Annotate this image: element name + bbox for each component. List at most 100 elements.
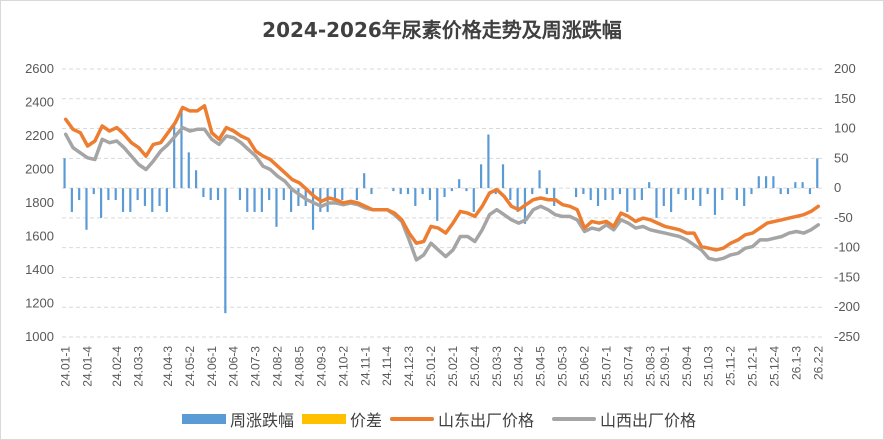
bar-weekly-change — [165, 188, 168, 212]
x-axis-tick-label: 26.2-2 — [811, 346, 825, 380]
left-axis-tick-label: 1400 — [25, 262, 54, 277]
left-axis-tick-label: 2000 — [25, 162, 54, 177]
right-axis-tick-label: 50 — [834, 150, 848, 165]
right-axis-tick-label: -150 — [834, 269, 860, 284]
x-axis-tick-label: 24.07-3 — [249, 346, 263, 387]
bar-weekly-change — [143, 188, 147, 206]
bar-weekly-change — [808, 188, 812, 195]
x-axis-tick-label: 24.11-4 — [380, 346, 394, 386]
bar-weekly-change — [699, 188, 702, 206]
bar-weekly-change — [136, 188, 139, 201]
bar-weekly-change — [246, 188, 249, 212]
bar-weekly-change — [480, 164, 483, 189]
x-axis-tick-label: 24.03-3 — [132, 346, 146, 387]
line-shanxi-price — [63, 125, 821, 262]
left-axis-tick-label: 2600 — [25, 61, 54, 76]
x-axis-tick-label: 24.01-1 — [59, 346, 73, 387]
x-axis-tick-label: 25.04-2 — [512, 346, 526, 387]
bar-weekly-change — [436, 188, 439, 221]
legend: 周涨跌幅 价差 山东出厂价格 山西出厂价格 — [0, 408, 884, 430]
right-axis-tick-label: 200 — [834, 61, 856, 76]
bar-weekly-change — [509, 188, 512, 201]
bar-weekly-change — [662, 188, 665, 206]
x-axis-tick-label: 25.09-1 — [658, 346, 672, 387]
x-axis-tick-label: 24.06-1 — [205, 346, 219, 387]
bar-weekly-change — [187, 152, 190, 189]
x-axis-tick-label: 25.02-4 — [468, 346, 482, 387]
bar-weekly-change — [173, 122, 176, 189]
bar-weekly-change — [655, 188, 658, 218]
bar-weekly-change — [268, 188, 271, 201]
legend-swatch-weekly-change — [182, 414, 226, 424]
bar-weekly-change — [721, 188, 724, 201]
bar-weekly-change — [114, 188, 117, 201]
bar-weekly-change — [216, 188, 220, 201]
x-axis-ticks: 24.01-1 24.01-4 24.02-4 24.03-3 24.04-3 24.05… — [59, 346, 826, 387]
bar-weekly-change — [765, 176, 768, 189]
bar-weekly-change — [275, 188, 278, 227]
legend-swatch-shanxi — [552, 417, 596, 421]
x-axis-tick-label: 25.02-1 — [446, 346, 460, 387]
bar-weekly-change — [370, 188, 373, 195]
right-axis-tick-label: -250 — [834, 329, 860, 344]
legend-label-shandong: 山东出厂价格 — [438, 411, 535, 430]
bar-weekly-change — [670, 188, 673, 212]
bar-weekly-change — [633, 188, 636, 201]
bar-weekly-change — [743, 188, 746, 206]
bar-weekly-change — [355, 188, 358, 201]
bar-weekly-change — [297, 188, 300, 206]
x-axis-tick-label: 24.10-2 — [336, 346, 350, 387]
bar-weekly-change — [691, 188, 695, 201]
bar-weekly-change — [129, 188, 132, 212]
x-axis-tick-label: 26.1-3 — [789, 346, 803, 380]
bar-weekly-change — [100, 188, 103, 218]
left-axis-tick-label: 1800 — [25, 195, 54, 210]
x-axis-tick-label: 25.07-4 — [621, 346, 635, 387]
x-axis-tick-label: 25.09-4 — [680, 346, 694, 387]
x-axis-tick-label: 25.03-3 — [490, 346, 504, 387]
bar-weekly-change — [121, 188, 125, 212]
bar-weekly-change — [772, 176, 775, 189]
legend-item-shanxi: 山西出厂价格 — [552, 408, 696, 430]
gridlines — [62, 68, 822, 338]
bar-weekly-change — [290, 188, 293, 212]
x-axis-tick-label: 25.08-3 — [643, 346, 657, 387]
bar-weekly-change — [684, 188, 687, 201]
bar-weekly-change — [260, 188, 263, 212]
bar-weekly-change — [392, 188, 395, 192]
bar-weekly-change — [414, 188, 417, 206]
bar-weekly-change — [640, 188, 643, 201]
bar-weekly-change — [209, 188, 212, 201]
bar-weekly-change — [107, 188, 110, 201]
bar-weekly-change — [596, 188, 600, 206]
bar-weekly-change — [151, 188, 154, 212]
right-axis-tick-label: 100 — [834, 121, 856, 136]
bar-weekly-change — [85, 188, 88, 230]
bar-weekly-change — [341, 188, 344, 201]
x-axis-tick-label: 24.08-5 — [293, 346, 307, 387]
bar-weekly-change — [399, 188, 402, 195]
x-axis-tick-label: 25.05-3 — [556, 346, 570, 387]
bar-weekly-change — [706, 188, 709, 195]
bar-weekly-change — [713, 188, 717, 215]
left-axis-tick-label: 1200 — [25, 296, 54, 311]
bar-weekly-change — [516, 188, 519, 212]
left-axis-tick-label: 2400 — [25, 95, 54, 110]
bar-weekly-change — [465, 188, 468, 192]
bar-weekly-change — [224, 188, 227, 314]
bar-weekly-change — [487, 134, 490, 189]
bar-weekly-change — [786, 188, 790, 195]
x-axis-tick-label: 24.01-4 — [81, 346, 95, 387]
right-axis-tick-label: -200 — [834, 299, 860, 314]
x-axis-tick-label: 25.01-2 — [424, 346, 438, 387]
bar-weekly-change — [575, 188, 578, 198]
right-axis-tick-label: -50 — [834, 210, 853, 225]
legend-swatch-spread — [302, 414, 346, 424]
bar-weekly-change — [618, 188, 622, 195]
bar-weekly-change — [545, 188, 548, 195]
bar-weekly-change — [472, 188, 475, 212]
bar-weekly-change — [238, 188, 242, 201]
x-axis-tick-label: 25.06-2 — [578, 346, 592, 387]
bar-weekly-change — [531, 188, 534, 195]
